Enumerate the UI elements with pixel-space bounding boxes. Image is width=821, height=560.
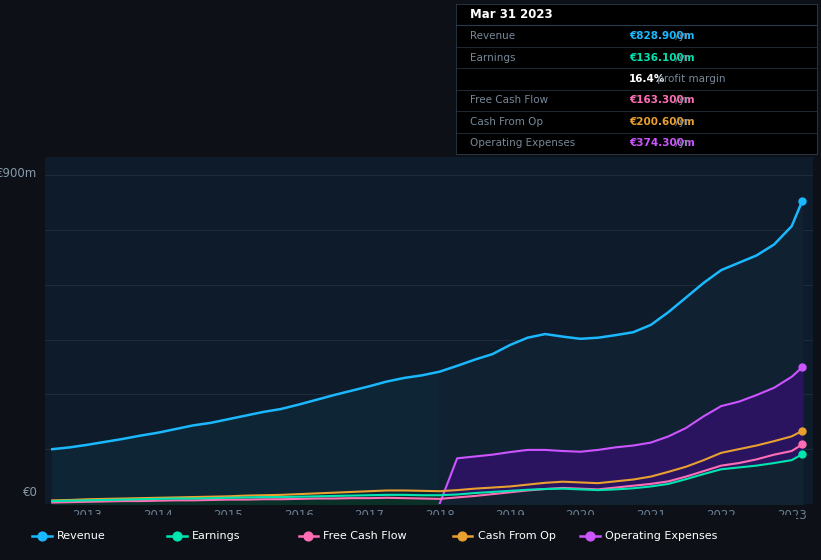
Text: Free Cash Flow: Free Cash Flow (470, 95, 548, 105)
Point (301, 532, 314, 541)
Point (796, 197, 809, 206)
Point (583, 532, 596, 541)
Point (35, 532, 48, 541)
Text: Mar 31 2023: Mar 31 2023 (470, 8, 553, 21)
Point (796, 440, 809, 449)
Text: Cash From Op: Cash From Op (470, 117, 544, 127)
Text: Earnings: Earnings (470, 53, 516, 63)
Point (796, 426, 809, 435)
Text: 16.4%: 16.4% (629, 74, 666, 84)
Text: /yr: /yr (672, 138, 689, 148)
Text: Free Cash Flow: Free Cash Flow (323, 531, 407, 541)
Text: /yr: /yr (672, 95, 689, 105)
Text: Revenue: Revenue (470, 31, 516, 41)
Text: €900m: €900m (0, 167, 38, 180)
Text: €0: €0 (23, 486, 38, 499)
Text: /yr: /yr (672, 31, 689, 41)
Text: €163.300m: €163.300m (629, 95, 695, 105)
Text: Cash From Op: Cash From Op (478, 531, 556, 541)
Text: €374.300m: €374.300m (629, 138, 695, 148)
Text: /yr: /yr (672, 53, 689, 63)
Text: €828.900m: €828.900m (629, 31, 695, 41)
Text: Earnings: Earnings (192, 531, 241, 541)
Text: Revenue: Revenue (57, 531, 106, 541)
Text: Operating Expenses: Operating Expenses (605, 531, 718, 541)
Point (170, 532, 183, 541)
Text: /yr: /yr (672, 117, 689, 127)
Text: €136.100m: €136.100m (629, 53, 695, 63)
Text: Operating Expenses: Operating Expenses (470, 138, 576, 148)
Text: €200.600m: €200.600m (629, 117, 695, 127)
Point (456, 532, 469, 541)
Text: profit margin: profit margin (654, 74, 726, 84)
Point (796, 363, 809, 372)
Point (796, 450, 809, 459)
